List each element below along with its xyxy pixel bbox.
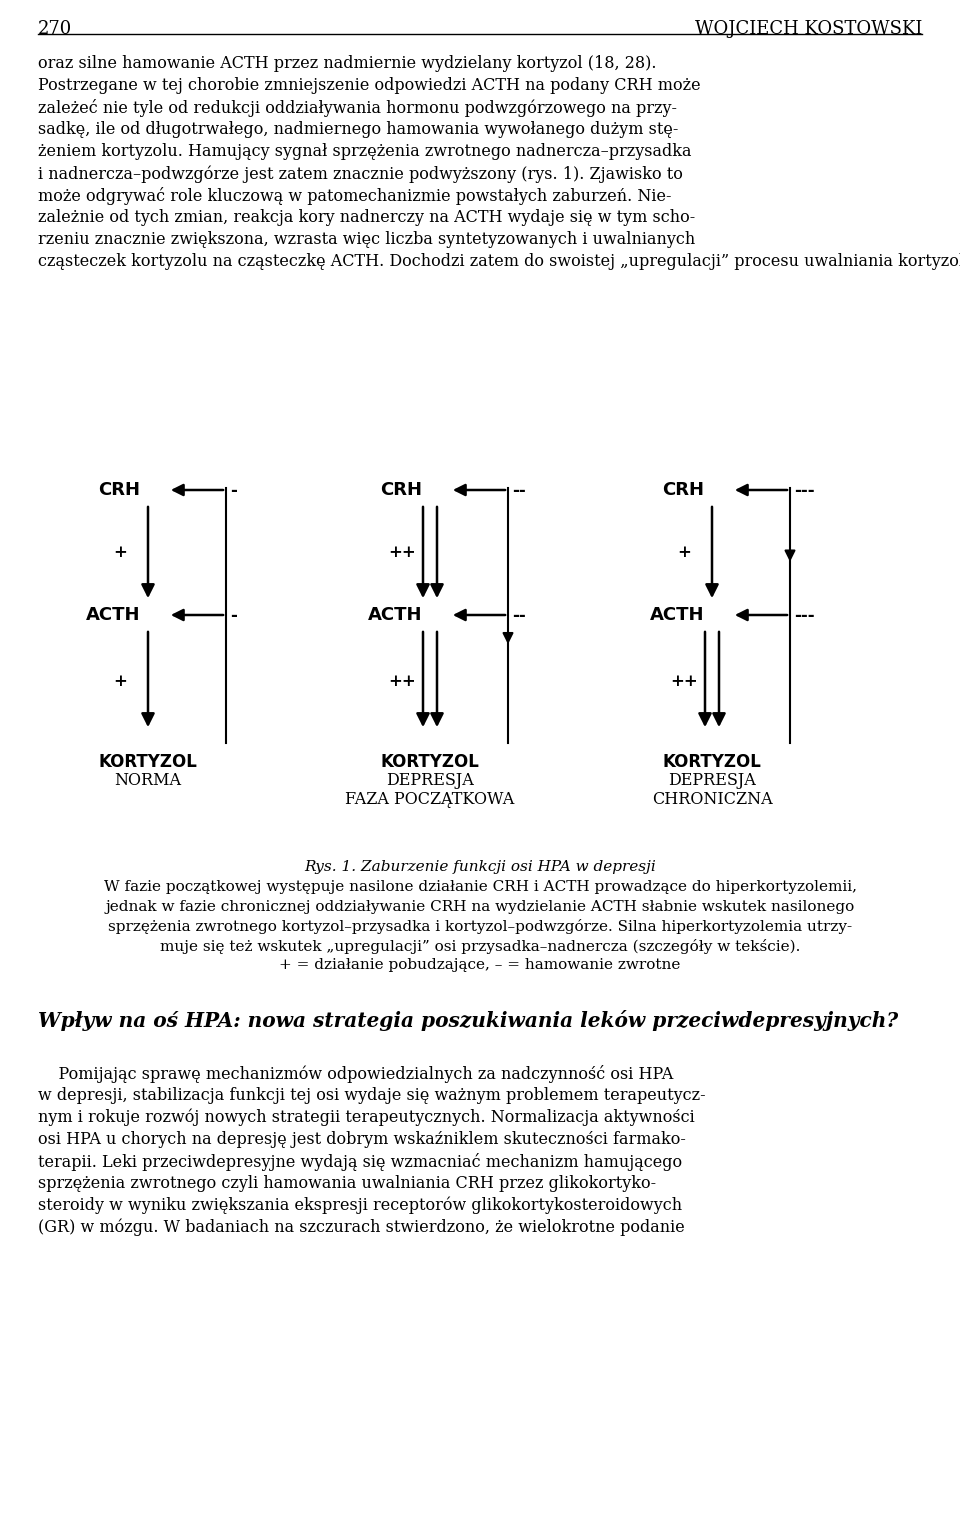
Text: ---: --- [794,607,815,623]
Text: oraz silne hamowanie ACTH przez nadmiernie wydzielany kortyzol (18, 28).: oraz silne hamowanie ACTH przez nadmiern… [38,55,657,71]
Text: CRH: CRH [662,481,704,499]
Text: +: + [113,674,127,690]
Text: rzeniu znacznie zwiększona, wzrasta więc liczba syntetyzowanych i uwalnianych: rzeniu znacznie zwiększona, wzrasta więc… [38,231,695,247]
Text: sprzężenia zwrotnego czyli hamowania uwalniania CRH przez glikokortyko-: sprzężenia zwrotnego czyli hamowania uwa… [38,1176,656,1192]
Text: KORTYZOL: KORTYZOL [662,752,761,771]
Text: WOJCIECH KOSTOWSKI: WOJCIECH KOSTOWSKI [695,20,922,38]
Text: 270: 270 [38,20,72,38]
Text: NORMA: NORMA [114,772,181,789]
Text: sadkę, ile od długotrwałego, nadmiernego hamowania wywołanego dużym stę-: sadkę, ile od długotrwałego, nadmiernego… [38,121,679,138]
Text: ++: ++ [670,674,698,690]
Text: Wpływ na oś HPA: nowa strategia poszukiwania leków przeciwdepresyjnych?: Wpływ na oś HPA: nowa strategia poszukiw… [38,1010,899,1032]
Text: zależeć nie tyle od redukcji oddziaływania hormonu podwzgórzowego na przy-: zależeć nie tyle od redukcji oddziaływan… [38,99,677,117]
Text: KORTYZOL: KORTYZOL [380,752,479,771]
Text: DEPRESJA: DEPRESJA [668,772,756,789]
Text: DEPRESJA: DEPRESJA [386,772,474,789]
Text: -: - [230,607,237,623]
Text: nym i rokuje rozwój nowych strategii terapeutycznych. Normalizacja aktywności: nym i rokuje rozwój nowych strategii ter… [38,1109,695,1127]
Text: Postrzegane w tej chorobie zmniejszenie odpowiedzi ACTH na podany CRH może: Postrzegane w tej chorobie zmniejszenie … [38,77,701,94]
Text: FAZA POCZĄTKOWA: FAZA POCZĄTKOWA [346,790,515,809]
Text: może odgrywać role kluczową w patomechanizmie powstałych zaburzeń. Nie-: może odgrywać role kluczową w patomechan… [38,187,671,205]
Text: KORTYZOL: KORTYZOL [99,752,198,771]
Text: sprzężenia zwrotnego kortyzol–przysadka i kortyzol–podwzgórze. Silna hiperkortyz: sprzężenia zwrotnego kortyzol–przysadka … [108,919,852,934]
Text: muje się też wskutek „upregulacji” osi przysadka–nadnercza (szczegóły w tekście): muje się też wskutek „upregulacji” osi p… [159,939,801,954]
Text: -: - [230,481,237,499]
Text: ACTH: ACTH [650,605,704,623]
Text: --: -- [512,607,526,623]
Text: ACTH: ACTH [85,605,140,623]
Text: ACTH: ACTH [368,605,422,623]
Text: (GR) w mózgu. W badaniach na szczurach stwierdzono, że wielokrotne podanie: (GR) w mózgu. W badaniach na szczurach s… [38,1220,684,1236]
Text: cząsteczek kortyzolu na cząsteczkę ACTH. Dochodzi zatem do swoistej „upregulacji: cząsteczek kortyzolu na cząsteczkę ACTH.… [38,253,960,270]
Text: jednak w fazie chronicznej oddziaływanie CRH na wydzielanie ACTH słabnie wskutek: jednak w fazie chronicznej oddziaływanie… [106,900,854,913]
Text: W fazie początkowej występuje nasilone działanie CRH i ACTH prowadzące do hiperk: W fazie początkowej występuje nasilone d… [104,880,856,894]
Text: CHRONICZNA: CHRONICZNA [652,790,772,809]
Text: ++: ++ [388,674,416,690]
Text: +: + [113,545,127,561]
Text: ---: --- [794,481,815,499]
Text: terapii. Leki przeciwdepresyjne wydają się wzmacniać mechanizm hamującego: terapii. Leki przeciwdepresyjne wydają s… [38,1153,683,1171]
Text: + = działanie pobudzające, – = hamowanie zwrotne: + = działanie pobudzające, – = hamowanie… [279,959,681,972]
Text: Pomijając sprawę mechanizmów odpowiedzialnych za nadczynność osi HPA: Pomijając sprawę mechanizmów odpowiedzia… [38,1065,673,1083]
Text: CRH: CRH [380,481,422,499]
Text: +: + [677,545,691,561]
Text: i nadnercza–podwzgórze jest zatem znacznie podwyższony (rys. 1). Zjawisko to: i nadnercza–podwzgórze jest zatem znaczn… [38,165,683,182]
Text: ++: ++ [388,545,416,561]
Text: żeniem kortyzolu. Hamujący sygnał sprzężenia zwrotnego nadnercza–przysadka: żeniem kortyzolu. Hamujący sygnał sprzęż… [38,143,691,159]
Text: osi HPA u chorych na depresję jest dobrym wskaźniklem skuteczności farmako-: osi HPA u chorych na depresję jest dobry… [38,1132,685,1148]
Text: w depresji, stabilizacja funkcji tej osi wydaje się ważnym problemem terapeutycz: w depresji, stabilizacja funkcji tej osi… [38,1088,706,1104]
Text: Rys. 1. Zaburzenie funkcji osi HPA w depresji: Rys. 1. Zaburzenie funkcji osi HPA w dep… [304,860,656,874]
Text: CRH: CRH [98,481,140,499]
Text: zależnie od tych zmian, reakcja kory nadnerczy na ACTH wydaje się w tym scho-: zależnie od tych zmian, reakcja kory nad… [38,209,695,226]
Text: steroidy w wyniku zwiększania ekspresji receptorów glikokortykosteroidowych: steroidy w wyniku zwiększania ekspresji … [38,1197,683,1215]
Text: --: -- [512,481,526,499]
